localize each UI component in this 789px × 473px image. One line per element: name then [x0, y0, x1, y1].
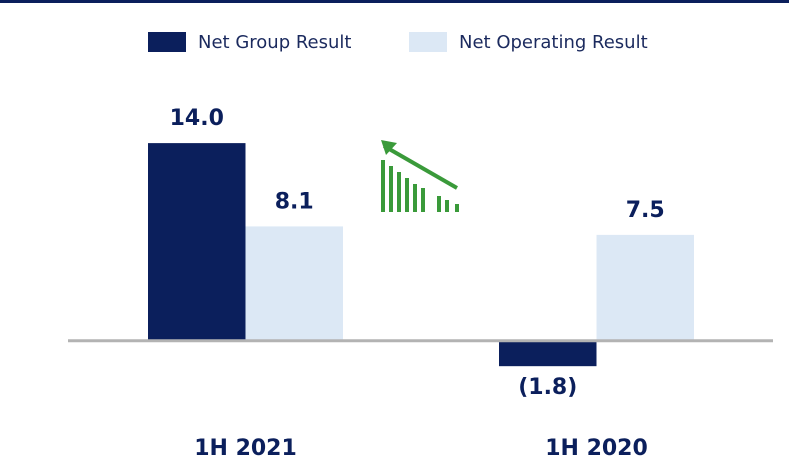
legend-swatch	[409, 32, 447, 52]
bar	[245, 226, 343, 341]
legend-label: Net Group Result	[198, 32, 351, 53]
value-label: 8.1	[275, 189, 314, 214]
legend-swatch	[148, 32, 186, 52]
legend-label: Net Operating Result	[459, 32, 648, 53]
x-tick-label: 1H 2020	[545, 436, 648, 461]
value-label: 7.5	[626, 198, 665, 223]
bar	[148, 143, 246, 341]
bar	[596, 234, 694, 341]
trend-icon	[381, 140, 459, 212]
value-label: 14.0	[170, 106, 224, 131]
top-rule	[0, 0, 789, 3]
value-label: (1.8)	[518, 375, 577, 400]
x-tick-label: 1H 2021	[194, 436, 297, 461]
bar	[499, 340, 597, 367]
